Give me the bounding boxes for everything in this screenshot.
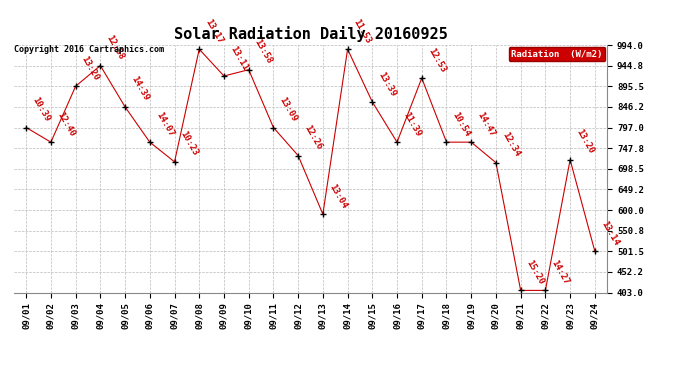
Text: 14:27: 14:27 — [549, 258, 571, 286]
Text: 13:11: 13:11 — [228, 44, 249, 72]
Text: 13:20: 13:20 — [80, 54, 101, 82]
Text: 12:53: 12:53 — [426, 46, 447, 74]
Text: 13:04: 13:04 — [327, 182, 348, 210]
Text: 13:17: 13:17 — [204, 17, 225, 45]
Text: 11:53: 11:53 — [352, 17, 373, 45]
Text: 11:39: 11:39 — [401, 110, 422, 138]
Text: Copyright 2016 Cartraphics.com: Copyright 2016 Cartraphics.com — [14, 45, 164, 54]
Legend: Radiation  (W/m2): Radiation (W/m2) — [509, 47, 605, 61]
Text: 12:34: 12:34 — [500, 131, 522, 159]
Text: 14:07: 14:07 — [154, 110, 175, 138]
Text: 13:09: 13:09 — [277, 96, 299, 123]
Text: 10:54: 10:54 — [451, 110, 472, 138]
Text: 12:58: 12:58 — [104, 34, 126, 62]
Text: 10:23: 10:23 — [179, 130, 200, 158]
Text: 13:39: 13:39 — [377, 70, 397, 98]
Text: 12:40: 12:40 — [55, 110, 77, 138]
Text: 14:39: 14:39 — [129, 75, 150, 103]
Title: Solar Radiation Daily 20160925: Solar Radiation Daily 20160925 — [174, 27, 447, 42]
Text: 10:39: 10:39 — [30, 96, 52, 123]
Text: 13:20: 13:20 — [574, 128, 595, 156]
Text: 15:20: 15:20 — [525, 258, 546, 286]
Text: 13:58: 13:58 — [253, 38, 274, 66]
Text: 14:47: 14:47 — [475, 110, 497, 138]
Text: 12:26: 12:26 — [302, 124, 324, 152]
Text: 13:14: 13:14 — [599, 219, 620, 247]
